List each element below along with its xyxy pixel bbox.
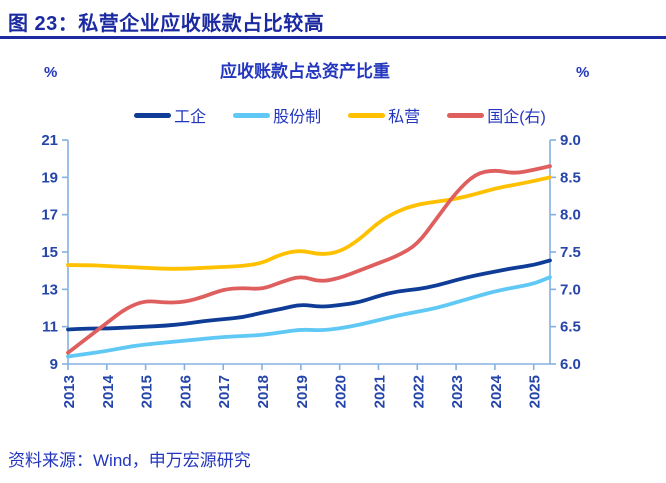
chart-title: 应收账款占总资产比重 xyxy=(220,62,390,81)
right-tick-label: 6.0 xyxy=(560,356,581,373)
right-tick-label: 7.5 xyxy=(560,244,581,261)
left-tick-label: 15 xyxy=(41,244,58,261)
legend-swatch-soe xyxy=(447,112,485,118)
right-tick-label: 6.5 xyxy=(560,319,581,336)
legend-label: 国企(右) xyxy=(487,109,546,126)
x-tick-label: 2014 xyxy=(100,374,117,408)
x-tick-label: 2017 xyxy=(216,375,233,408)
title-underline xyxy=(0,36,666,39)
series-line-3 xyxy=(66,164,552,355)
legend-item-private: 私营 xyxy=(348,103,420,127)
right-tick-label: 9.0 xyxy=(560,132,581,149)
legend: 工企 股份制 私营 国企(右) xyxy=(40,103,640,127)
series-line-0 xyxy=(66,258,552,332)
left-tick-label: 11 xyxy=(42,319,58,336)
right-axis-unit: % xyxy=(576,64,590,81)
legend-label: 工企 xyxy=(174,109,207,126)
legend-label: 私营 xyxy=(388,109,421,126)
series-line-2 xyxy=(66,175,552,271)
left-tick-label: 17 xyxy=(41,207,58,224)
figure-title: 图 23：私营企业应收账款占比较高 xyxy=(8,13,325,35)
x-tick-label: 2024 xyxy=(488,374,505,408)
left-tick-label: 9 xyxy=(50,356,58,373)
left-tick-label: 13 xyxy=(41,281,58,298)
legend-item-jointstock: 股份制 xyxy=(233,103,321,127)
legend-swatch-industrial xyxy=(134,112,172,118)
x-tick-label: 2015 xyxy=(139,375,156,408)
left-tick-label: 21 xyxy=(41,132,58,149)
x-tick-label: 2018 xyxy=(255,375,272,408)
x-tick-label: 2023 xyxy=(449,375,466,408)
left-axis-unit: % xyxy=(44,64,58,81)
series-line-1 xyxy=(66,275,552,359)
x-tick-label: 2025 xyxy=(527,375,544,408)
right-tick-label: 8.0 xyxy=(560,207,581,224)
legend-item-industrial: 工企 xyxy=(134,103,206,127)
x-tick-label: 2013 xyxy=(61,375,78,408)
x-tick-label: 2016 xyxy=(177,375,194,408)
x-tick-label: 2019 xyxy=(294,375,311,408)
left-tick-label: 19 xyxy=(41,169,58,186)
legend-label: 股份制 xyxy=(273,109,322,126)
legend-swatch-jointstock xyxy=(233,112,271,118)
legend-swatch-private xyxy=(348,112,386,118)
x-tick-label: 2022 xyxy=(410,375,427,408)
x-tick-label: 2021 xyxy=(371,375,388,408)
right-tick-label: 7.0 xyxy=(560,281,581,298)
source-note: 资料来源：Wind，申万宏源研究 xyxy=(8,451,251,470)
legend-item-soe: 国企(右) xyxy=(447,103,546,127)
x-tick-label: 2020 xyxy=(333,375,350,408)
right-tick-label: 8.5 xyxy=(560,169,581,186)
